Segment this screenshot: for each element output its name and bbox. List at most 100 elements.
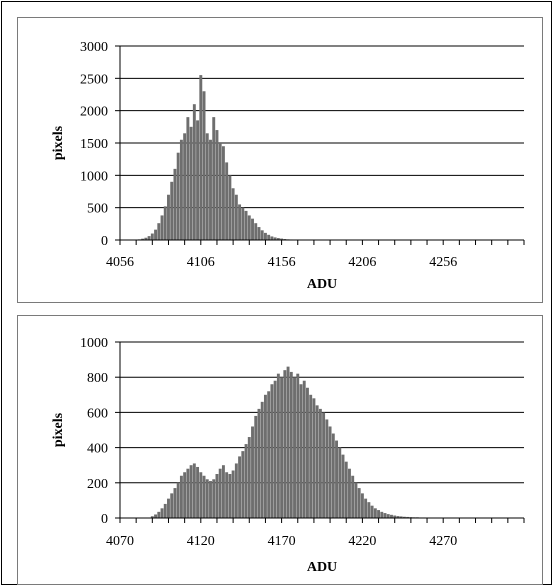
histogram-bar <box>315 405 319 518</box>
histogram-bar <box>192 104 196 240</box>
histogram-bar <box>251 218 254 240</box>
histogram-bar <box>234 463 238 518</box>
y-axis-title: pixels <box>51 125 66 160</box>
histogram-bar <box>221 465 225 518</box>
histogram-bar <box>373 508 377 518</box>
histogram-bar <box>176 152 180 240</box>
histogram-bar <box>344 461 348 518</box>
histogram-bar <box>170 493 174 518</box>
histogram-bar <box>257 408 261 518</box>
histogram-bar <box>273 237 277 240</box>
histogram-bar <box>328 426 332 518</box>
histogram-bar <box>167 194 170 240</box>
histogram-bar <box>399 516 403 518</box>
x-tick-label: 4156 <box>268 255 296 270</box>
histogram-bar <box>273 380 277 518</box>
x-tick-label: 4206 <box>348 255 376 270</box>
histogram-bar <box>186 117 190 240</box>
y-tick-label: 400 <box>87 442 108 457</box>
histogram-bar <box>390 514 393 518</box>
histogram-bar <box>351 475 355 518</box>
histogram-bar <box>360 493 364 518</box>
x-tick-label: 4120 <box>187 534 215 549</box>
histogram-bar <box>173 488 177 518</box>
histogram-bar <box>196 466 200 518</box>
histogram-bar <box>309 394 313 518</box>
histogram-bar <box>267 391 271 518</box>
histogram-bar <box>263 394 267 518</box>
histogram-bar <box>225 162 229 240</box>
histogram-bar <box>154 514 158 518</box>
histogram-bar <box>244 210 248 240</box>
histogram-bar <box>393 515 397 518</box>
y-tick-label: 0 <box>101 234 108 249</box>
histogram-bar <box>289 371 293 518</box>
histogram-bar <box>157 511 161 518</box>
histogram-bar <box>215 130 219 240</box>
histogram-bar <box>202 475 206 518</box>
histogram-bar <box>322 412 326 518</box>
histogram-bar <box>364 498 368 518</box>
histogram-bar <box>280 377 284 518</box>
x-tick-label: 4056 <box>106 255 134 270</box>
histogram-bar <box>402 516 406 518</box>
histogram-bar <box>377 510 381 518</box>
histogram-bar <box>241 207 245 240</box>
histogram-bar <box>238 204 242 240</box>
histogram-bar <box>238 456 242 518</box>
histogram-bar <box>183 133 187 240</box>
histogram-bar <box>276 238 280 240</box>
histogram-bar <box>154 229 158 240</box>
histogram-bar <box>179 139 183 240</box>
histogram-bar <box>186 468 190 518</box>
histogram-bar <box>173 168 177 240</box>
y-tick-label: 500 <box>87 202 108 217</box>
histogram-bar <box>383 513 387 518</box>
histogram-bar <box>144 237 148 240</box>
histogram-bar <box>218 468 222 518</box>
histogram-bar <box>241 451 245 518</box>
x-tick-label: 4070 <box>106 534 134 549</box>
histogram-bar <box>228 175 232 240</box>
histogram-bar <box>202 91 206 241</box>
x-tick-label: 4106 <box>187 255 215 270</box>
histogram-bar <box>231 188 235 240</box>
histogram-bar <box>150 233 154 240</box>
y-axis-title: pixels <box>51 412 66 447</box>
histogram-bar <box>286 366 290 518</box>
y-tick-label: 3000 <box>80 40 108 55</box>
x-tick-label: 4170 <box>268 534 296 549</box>
y-tick-label: 1000 <box>80 169 108 184</box>
histogram-bar <box>338 447 342 518</box>
histogram-bar <box>257 227 261 240</box>
histogram-bar <box>260 401 264 518</box>
histogram-bar <box>348 468 351 518</box>
histogram-bar <box>296 373 300 518</box>
histogram-bar <box>302 380 306 518</box>
histogram-bar <box>267 234 271 240</box>
histogram-bar <box>205 479 209 518</box>
histogram-panel-1: 0 500 1000 1500 2000 2500 3000 4056 4106 4156 4206… <box>17 17 543 303</box>
histogram-bar <box>325 419 329 518</box>
x-axis-title: ADU <box>307 560 337 575</box>
histogram-panel-2: 0 200 400 600 800 1000 4070 4120 4170 4220 4270 ADU… <box>17 315 543 585</box>
histogram-bar <box>247 437 251 518</box>
histogram-bar <box>293 377 296 518</box>
histogram-bar <box>163 206 167 240</box>
histogram-bar <box>380 511 384 518</box>
histogram-bar <box>192 463 196 518</box>
x-tick-label: 4270 <box>429 534 457 549</box>
histogram-bar <box>199 75 203 240</box>
histogram-bar <box>234 194 238 240</box>
histogram-bar <box>157 223 161 240</box>
histogram-bar <box>183 472 187 518</box>
histogram-bar <box>270 384 274 518</box>
histogram-bar <box>221 146 225 240</box>
histogram-bar <box>306 387 309 518</box>
x-tick-label: 4256 <box>429 255 457 270</box>
histogram-bar <box>251 426 254 518</box>
histogram-bar <box>199 472 203 518</box>
histogram-chart-2: 0 200 400 600 800 1000 4070 4120 4170 4220 4270 ADU… <box>51 336 525 575</box>
histogram-bar <box>283 370 287 518</box>
histogram-bar <box>247 215 251 240</box>
